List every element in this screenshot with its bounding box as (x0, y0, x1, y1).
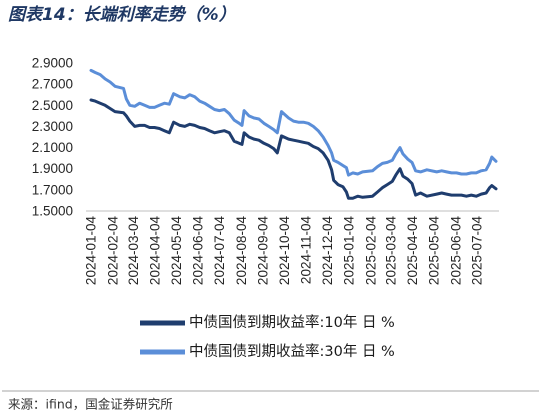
x-tick-label: 2024-09-04 (256, 216, 271, 286)
x-tick-label: 2025-05-04 (426, 216, 441, 286)
y-tick-label: 1.9000 (32, 161, 73, 176)
chart-title: 图表14：长端利率走势（%） (8, 5, 236, 25)
series-line-10y (89, 98, 498, 200)
x-tick-label: 2024-03-04 (126, 216, 141, 286)
x-tick-label: 2025-01-04 (342, 216, 357, 286)
legend-item-30y: 中债国债到期收益率:30年 日 % (140, 343, 395, 360)
x-tick-label: 2024-05-04 (169, 216, 184, 286)
y-tick-label: 2.3000 (32, 119, 73, 134)
x-tick-label: 2025-07-04 (469, 216, 484, 286)
x-tick-label: 2024-06-04 (191, 216, 206, 286)
legend-item-10y: 中债国债到期收益率:10年 日 % (140, 314, 395, 331)
legend: 中债国债到期收益率:10年 日 % 中债国债到期收益率:30年 日 % (140, 314, 395, 360)
y-tick-label: 2.7000 (32, 77, 73, 92)
x-tick-label: 2025-02-04 (364, 216, 379, 286)
x-tick-label: 2024-07-04 (212, 216, 227, 286)
series-line-30y (89, 68, 498, 177)
plot-area (89, 68, 498, 200)
x-tick-label: 2024-12-04 (320, 216, 335, 286)
x-tick-label: 2024-04-04 (148, 216, 163, 286)
x-tick-label: 2024-11-04 (299, 216, 314, 285)
y-tick-label: 1.7000 (32, 182, 73, 197)
y-tick-label: 1.5000 (32, 204, 73, 219)
legend-label-10y: 中债国债到期收益率:10年 日 % (189, 314, 395, 331)
x-tick-label: 2025-06-04 (448, 216, 463, 286)
x-tick-label: 2024-01-04 (84, 216, 99, 286)
x-tick-label: 2024-10-04 (277, 216, 292, 286)
y-tick-label: 2.1000 (32, 140, 73, 155)
x-tick-label: 2024-02-04 (105, 216, 120, 286)
source-note: 来源：ifind，国金证券研究所 (8, 397, 173, 412)
y-axis: 2.9000 2.7000 2.5000 2.3000 2.1000 1.9000 1.70… (32, 56, 73, 219)
legend-label-30y: 中债国债到期收益率:30年 日 % (189, 343, 395, 360)
y-tick-label: 2.9000 (32, 56, 73, 71)
x-tick-label: 2024-08-04 (234, 216, 249, 286)
x-axis: 2024-01-04 2024-02-04 2024-03-04 2024-04-04… (84, 216, 485, 286)
y-tick-label: 2.5000 (32, 98, 73, 113)
x-tick-label: 2025-04-04 (405, 216, 420, 286)
x-tick-label: 2025-03-04 (383, 216, 398, 286)
